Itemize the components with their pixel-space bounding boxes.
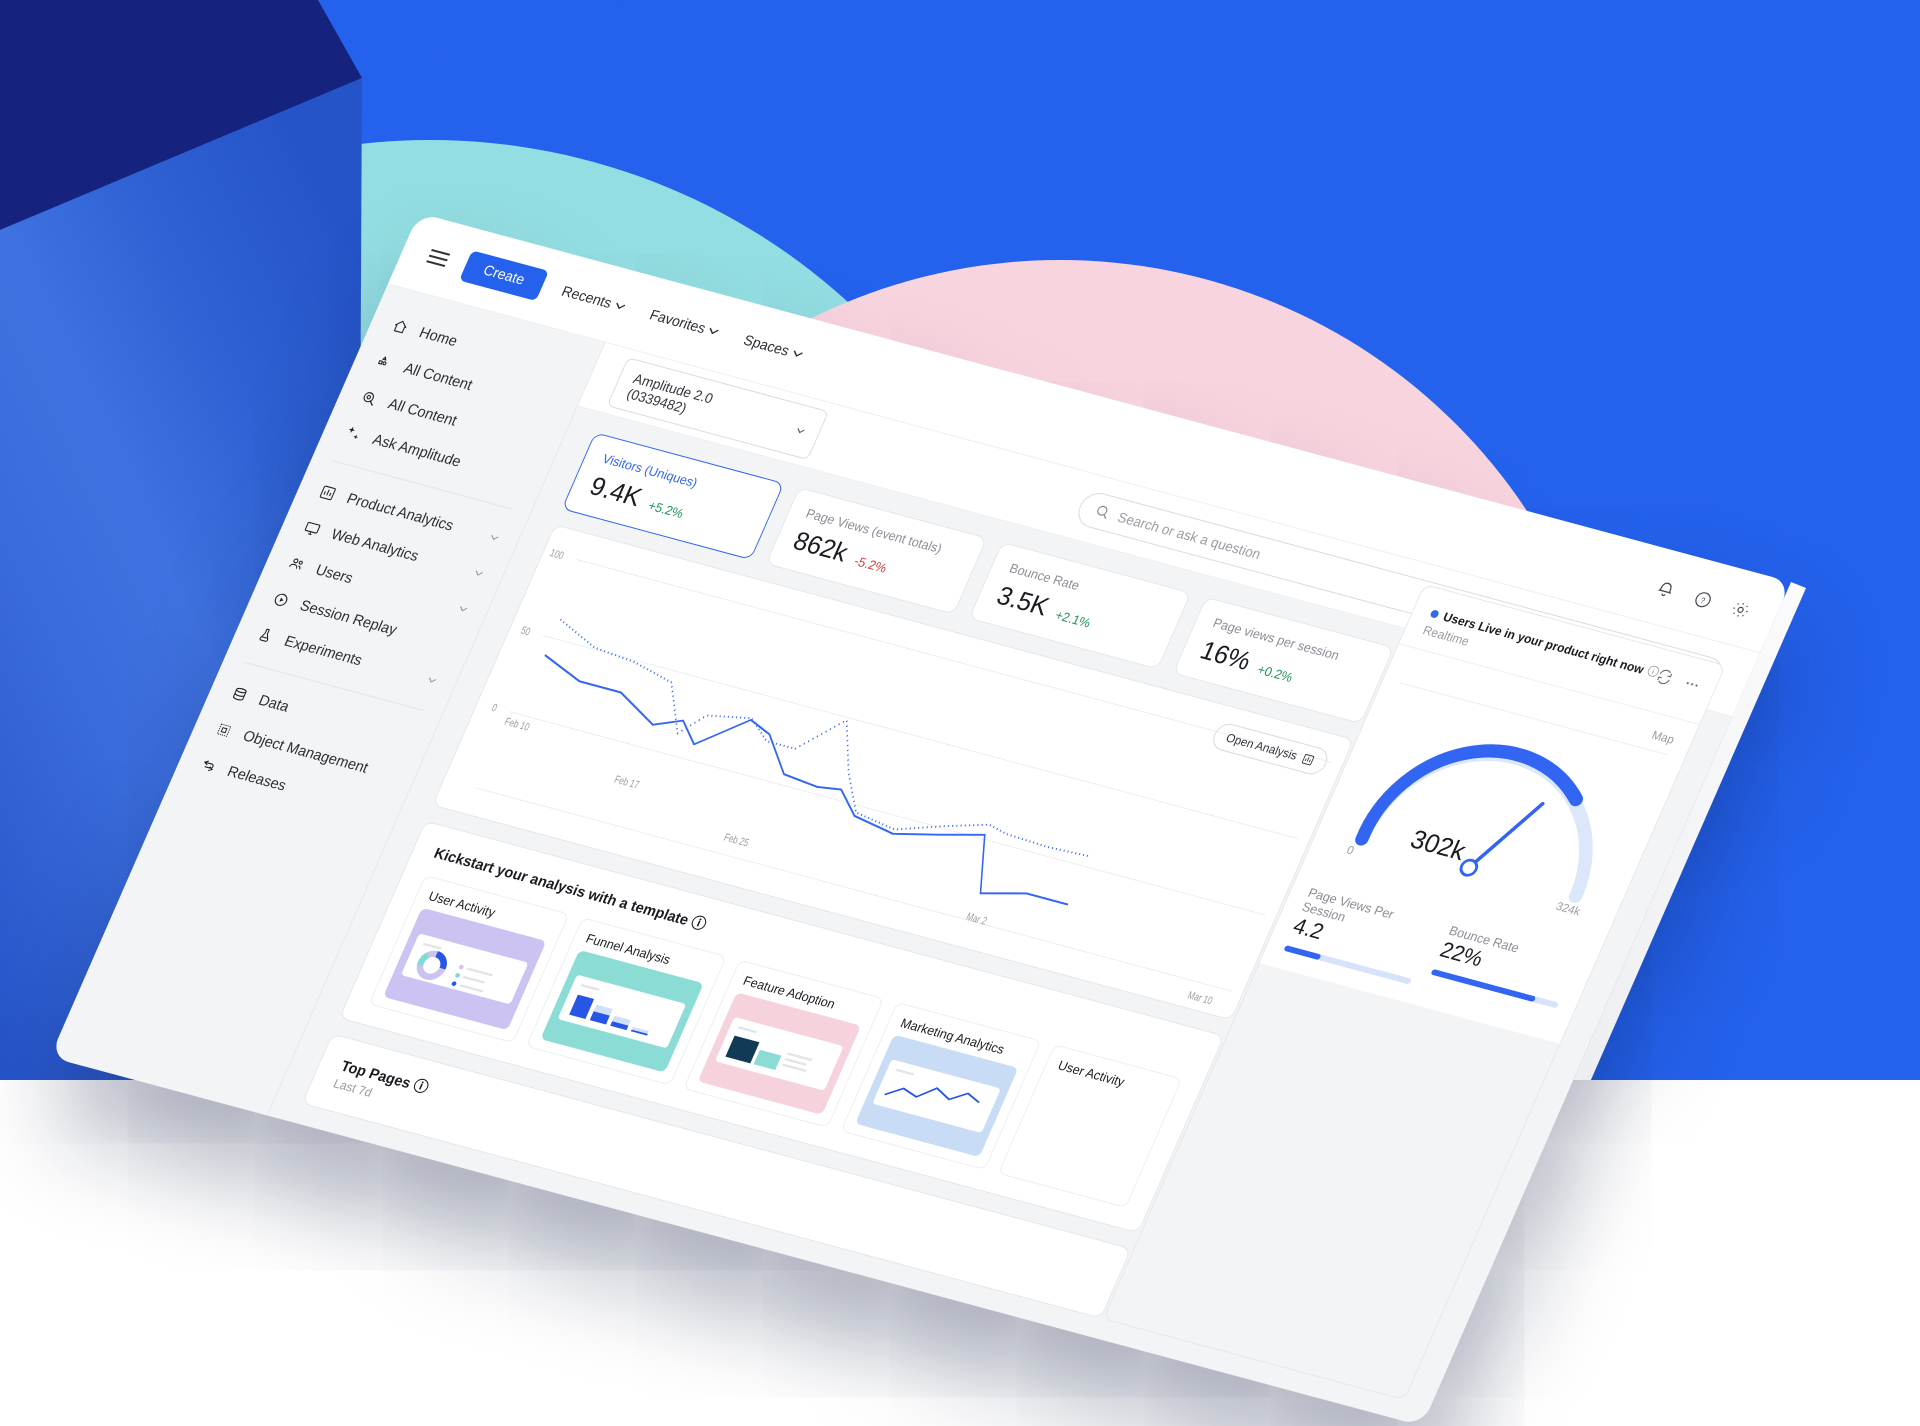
svg-text:Feb 25: Feb 25 (722, 832, 751, 850)
svg-text:i: i (1650, 669, 1655, 676)
svg-text:Mar 2: Mar 2 (964, 911, 989, 928)
svg-text:Feb 17: Feb 17 (612, 774, 641, 792)
svg-text:0: 0 (1345, 844, 1356, 857)
svg-text:Mar 10: Mar 10 (1185, 990, 1214, 1008)
svg-text:50: 50 (519, 625, 533, 639)
svg-text:0: 0 (490, 702, 499, 715)
svg-text:?: ? (1699, 596, 1707, 606)
svg-text:324k: 324k (1554, 901, 1582, 919)
svg-text:Feb 10: Feb 10 (502, 716, 531, 734)
svg-text:302k: 302k (1406, 825, 1470, 866)
svg-text:100: 100 (548, 547, 566, 562)
